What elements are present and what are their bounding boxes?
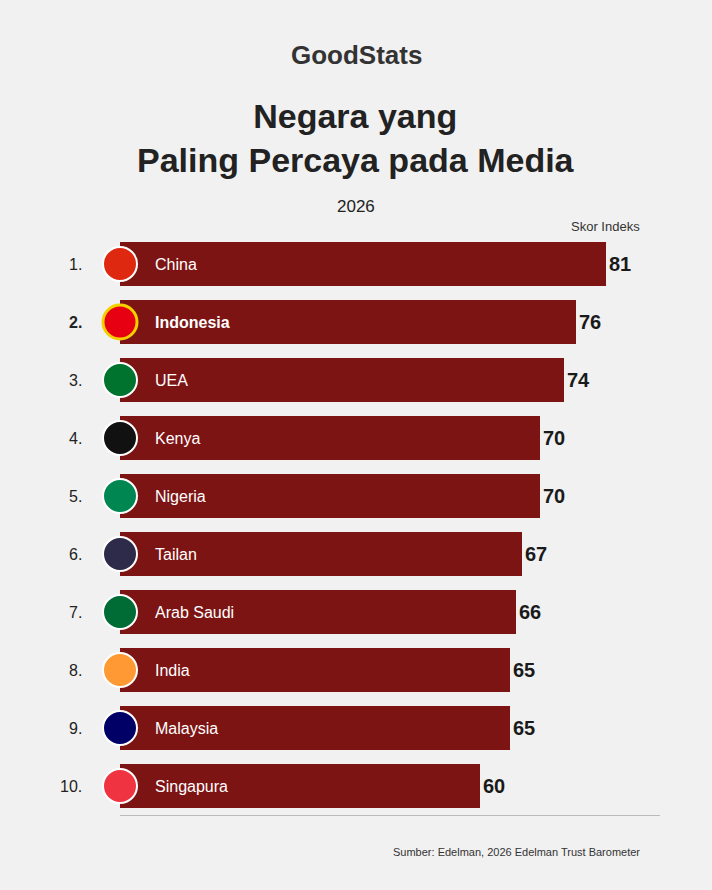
svg-text:Kenya: Kenya	[155, 430, 200, 447]
svg-text:7.: 7.	[69, 604, 82, 621]
svg-text:Nigeria: Nigeria	[155, 488, 206, 505]
svg-text:GoodStats: GoodStats	[291, 40, 422, 70]
svg-text:Skor Indeks: Skor Indeks	[571, 219, 640, 234]
svg-text:Singapura: Singapura	[155, 778, 228, 795]
svg-text:60: 60	[483, 775, 505, 797]
svg-text:China: China	[155, 256, 197, 273]
svg-text:Arab Saudi: Arab Saudi	[155, 604, 234, 621]
svg-text:Negara yangPaling Percaya pada: Negara yangPaling Percaya pada Media	[137, 97, 575, 179]
svg-text:9.: 9.	[69, 720, 82, 737]
svg-text:10.: 10.	[60, 778, 82, 795]
svg-text:2026: 2026	[337, 197, 375, 216]
svg-text:5.: 5.	[69, 488, 82, 505]
svg-text:UEA: UEA	[155, 372, 188, 389]
svg-text:66: 66	[519, 601, 541, 623]
svg-text:76: 76	[579, 311, 601, 333]
svg-text:3.: 3.	[69, 372, 82, 389]
svg-text:65: 65	[513, 659, 535, 681]
svg-text:4.: 4.	[69, 430, 82, 447]
svg-text:Tailan: Tailan	[155, 546, 197, 563]
svg-text:81: 81	[609, 253, 631, 275]
svg-text:70: 70	[543, 427, 565, 449]
svg-text:8.: 8.	[69, 662, 82, 679]
svg-text:6.: 6.	[69, 546, 82, 563]
svg-text:70: 70	[543, 485, 565, 507]
svg-text:Indonesia: Indonesia	[155, 314, 230, 331]
svg-text:India: India	[155, 662, 190, 679]
svg-text:2.: 2.	[69, 314, 82, 331]
svg-text:Sumber: Edelman, 2026 Edelman: Sumber: Edelman, 2026 Edelman Trust Baro…	[393, 846, 640, 858]
svg-text:67: 67	[525, 543, 547, 565]
svg-text:65: 65	[513, 717, 535, 739]
svg-text:74: 74	[567, 369, 590, 391]
svg-text:1.: 1.	[69, 256, 82, 273]
svg-text:Malaysia: Malaysia	[155, 720, 218, 737]
